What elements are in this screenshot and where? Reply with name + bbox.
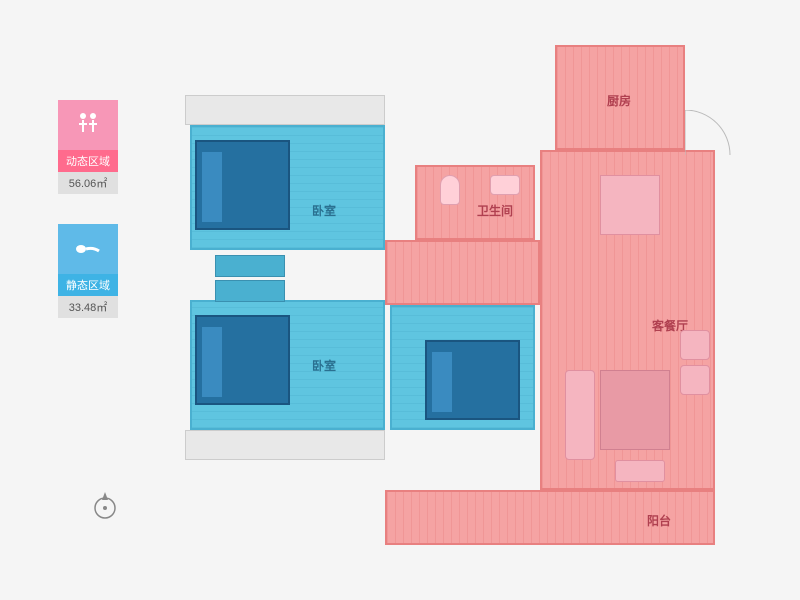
static-value: 33.48㎡ (58, 296, 118, 318)
rug (600, 370, 670, 450)
armchair1 (680, 330, 710, 360)
sofa (565, 370, 595, 460)
bed3 (425, 340, 520, 420)
static-label: 静态区域 (58, 274, 118, 296)
balcony-top (185, 95, 385, 125)
armchair2 (680, 365, 710, 395)
legend: 动态区域 56.06㎡ 静态区域 33.48㎡ (58, 100, 128, 348)
bedroom2-label: 卧室 (312, 357, 336, 374)
bedroom1-label: 卧室 (312, 202, 336, 219)
room-balcony: 阳台 (385, 490, 715, 545)
bed1 (195, 140, 290, 230)
dining-table (600, 175, 660, 235)
room-hallway (385, 240, 540, 305)
door-arc (685, 110, 735, 160)
floorplan: 厨房 卫生间 客餐厅 阳台 卧室 卧室 卧室 (180, 20, 740, 550)
room-kitchen: 厨房 (555, 45, 685, 150)
dynamic-value: 56.06㎡ (58, 172, 118, 194)
cabinet2 (215, 280, 285, 302)
compass-icon (90, 490, 120, 520)
bathroom-label: 卫生间 (477, 202, 513, 219)
bed2 (195, 315, 290, 405)
sink (490, 175, 520, 195)
toilet (440, 175, 460, 205)
dynamic-label: 动态区域 (58, 150, 118, 172)
legend-dynamic: 动态区域 56.06㎡ (58, 100, 128, 194)
legend-static: 静态区域 33.48㎡ (58, 224, 128, 318)
ottoman (615, 460, 665, 482)
cabinet1 (215, 255, 285, 277)
dynamic-icon (58, 100, 118, 150)
balcony-label: 阳台 (647, 512, 671, 529)
static-icon (58, 224, 118, 274)
kitchen-label: 厨房 (607, 92, 631, 109)
balcony-bottom (185, 430, 385, 460)
